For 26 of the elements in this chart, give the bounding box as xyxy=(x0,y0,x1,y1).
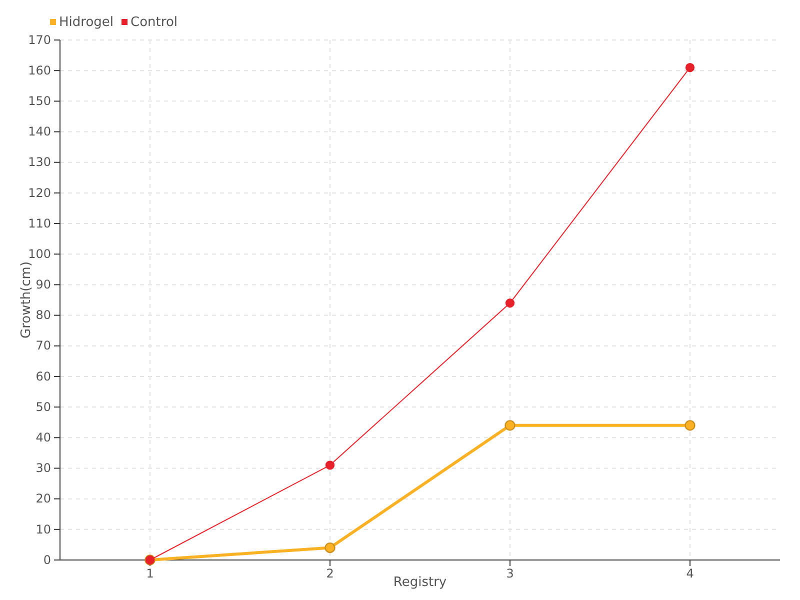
y-tick-label: 50 xyxy=(36,400,51,414)
y-tick-label: 100 xyxy=(28,246,51,261)
y-tick-label: 0 xyxy=(43,552,51,567)
y-tick-label: 130 xyxy=(28,155,51,170)
y-tick-label: 60 xyxy=(36,369,51,384)
x-tick-label: 4 xyxy=(686,566,694,581)
x-tick-label: 3 xyxy=(506,566,514,581)
y-tick-label: 20 xyxy=(36,492,51,506)
y-tick-label: 10 xyxy=(36,522,51,536)
legend-label: Control xyxy=(130,15,178,30)
y-tick-label: 90 xyxy=(36,278,51,292)
y-tick-label: 170 xyxy=(28,32,51,47)
y-tick-label: 30 xyxy=(36,461,51,476)
y-tick-label: 160 xyxy=(28,63,51,78)
legend-label: Hidrogel xyxy=(59,15,114,30)
y-tick-label: 150 xyxy=(28,94,51,108)
y-tick-label: 140 xyxy=(28,124,51,139)
y-tick-label: 120 xyxy=(28,186,51,200)
y-tick-label: 80 xyxy=(36,308,51,322)
x-tick-label: 2 xyxy=(326,566,334,581)
y-axis-title: Growth(cm) xyxy=(19,261,34,339)
y-tick-label: 110 xyxy=(28,216,51,230)
y-tick-label: 40 xyxy=(36,430,51,444)
x-tick-label: 1 xyxy=(146,566,154,581)
x-axis-title: Registry xyxy=(393,575,447,590)
y-tick-label: 70 xyxy=(36,338,51,353)
